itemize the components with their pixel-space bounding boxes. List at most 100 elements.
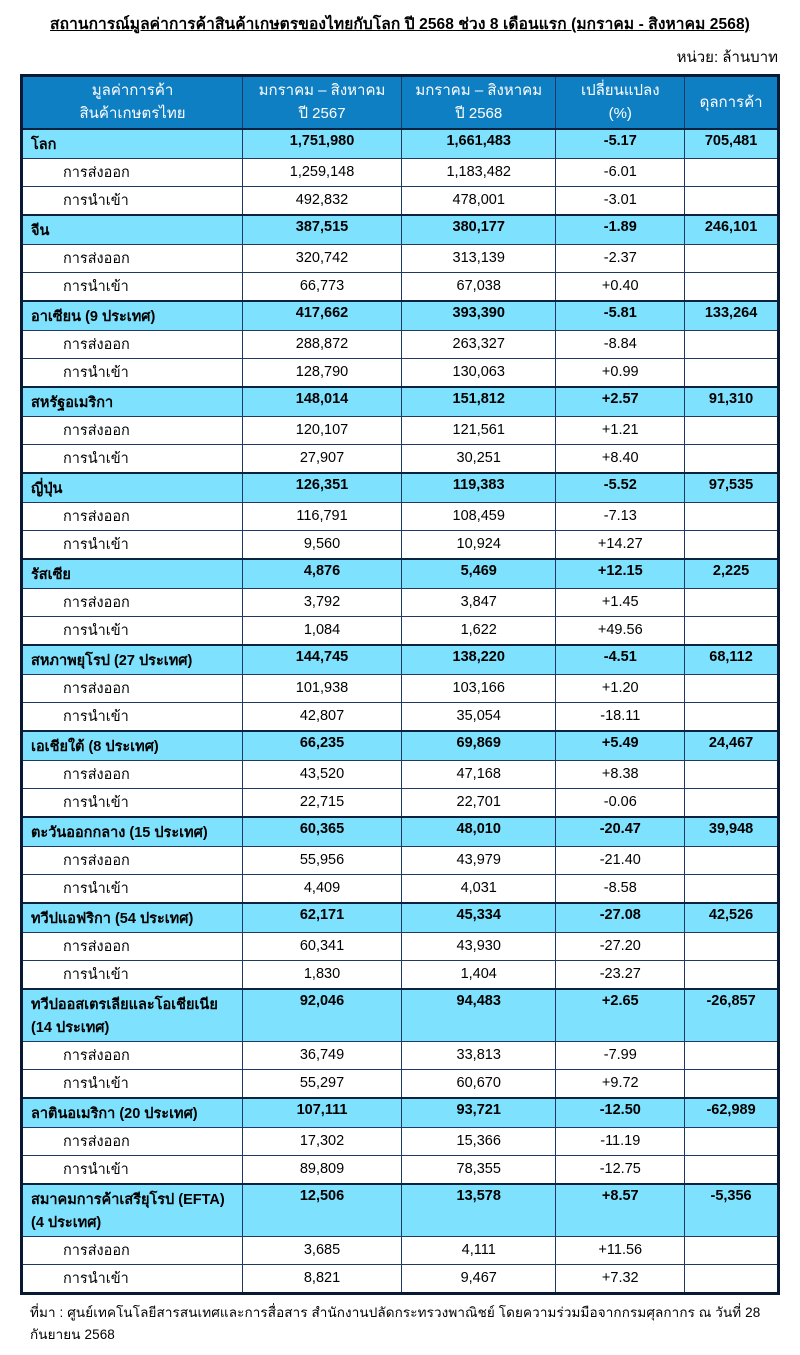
country-group-row: โลก 1,751,980 1,661,483 -5.17 705,481 (20, 127, 779, 159)
header-line: มูลค่าการค้า (91, 82, 174, 99)
import-row: การนำเข้า 1,830 1,404 -23.27 (20, 959, 779, 989)
change-percent: +0.99 (555, 357, 686, 387)
value-2567: 89,809 (242, 1154, 402, 1184)
group-name: สหภาพยุโรป (27 ประเทศ) (31, 652, 193, 669)
value-2568: 151,812 (400, 385, 557, 417)
value-2568: 4,031 (400, 873, 557, 903)
import-label: การนำเข้า (20, 1263, 244, 1294)
trade-balance-empty (684, 185, 779, 215)
trade-balance-empty (684, 587, 779, 617)
value-2567: 128,790 (242, 357, 402, 387)
trade-balance: 39,948 (684, 815, 779, 847)
export-label: การส่งออก (20, 673, 244, 703)
table-body: โลก 1,751,980 1,661,483 -5.17 705,481 การส่งอ… (20, 127, 779, 1294)
import-label: การนำเข้า (20, 701, 244, 731)
import-label: การนำเข้า (20, 787, 244, 817)
group-name-cell: จีน (20, 213, 244, 245)
value-2568: 103,166 (400, 673, 557, 703)
import-label: การนำเข้า (20, 959, 244, 989)
change-percent: +9.72 (555, 1068, 686, 1098)
header-change-percent: เปลี่ยนแปลง (%) (555, 75, 686, 129)
group-name: จีน (31, 222, 50, 239)
value-2567: 492,832 (242, 185, 402, 215)
trade-balance-empty (684, 673, 779, 703)
trade-balance-empty (684, 1068, 779, 1098)
value-2568: 10,924 (400, 529, 557, 559)
value-2568: 313,139 (400, 243, 557, 273)
change-percent: +8.38 (555, 759, 686, 789)
trade-balance-empty (684, 329, 779, 359)
trade-balance: -5,356 (684, 1182, 779, 1237)
country-group-row: เอเชียใต้ (8 ประเทศ) 66,235 69,869 +5.49 24,… (20, 729, 779, 761)
import-row: การนำเข้า 8,821 9,467 +7.32 (20, 1263, 779, 1294)
trade-balance-empty (684, 931, 779, 961)
group-name-cell: ตะวันออกกลาง (15 ประเทศ) (20, 815, 244, 847)
group-name: ลาตินอเมริกา (20 ประเทศ) (31, 1105, 198, 1122)
import-row: การนำเข้า 128,790 130,063 +0.99 (20, 357, 779, 387)
value-2567: 8,821 (242, 1263, 402, 1294)
import-row: การนำเข้า 27,907 30,251 +8.40 (20, 443, 779, 473)
header-line: ดุลการค้า (699, 93, 763, 111)
change-percent: +0.40 (555, 271, 686, 301)
trade-balance: 68,112 (684, 643, 779, 675)
change-percent: -3.01 (555, 185, 686, 215)
import-label: การนำเข้า (20, 443, 244, 473)
value-2568: 130,063 (400, 357, 557, 387)
import-label: การนำเข้า (20, 1068, 244, 1098)
change-percent: -11.19 (555, 1126, 686, 1156)
value-2568: 69,869 (400, 729, 557, 761)
export-label: การส่งออก (20, 587, 244, 617)
export-row: การส่งออก 320,742 313,139 -2.37 (20, 243, 779, 273)
value-2567: 55,956 (242, 845, 402, 875)
trade-table: มูลค่าการค้า สินค้าเกษตรไทย มกราคม – สิง… (20, 74, 780, 1295)
change-percent: -8.84 (555, 329, 686, 359)
value-2567: 1,084 (242, 615, 402, 645)
group-name-line2: (14 ประเทศ) (31, 1019, 110, 1036)
value-2567: 42,807 (242, 701, 402, 731)
change-percent: -27.08 (555, 901, 686, 933)
value-2567: 148,014 (242, 385, 402, 417)
export-label: การส่งออก (20, 501, 244, 531)
value-2567: 27,907 (242, 443, 402, 473)
export-row: การส่งออก 3,792 3,847 +1.45 (20, 587, 779, 617)
value-2568: 4,111 (400, 1235, 557, 1265)
value-2567: 3,685 (242, 1235, 402, 1265)
trade-balance: 2,225 (684, 557, 779, 589)
value-2568: 121,561 (400, 415, 557, 445)
group-name-cell: เอเชียใต้ (8 ประเทศ) (20, 729, 244, 761)
country-group-row: ญี่ปุ่น 126,351 119,383 -5.52 97,535 (20, 471, 779, 503)
header-line: มกราคม – สิงหาคม (415, 82, 543, 99)
change-percent: +12.15 (555, 557, 686, 589)
value-2568: 67,038 (400, 271, 557, 301)
trade-balance-empty (684, 1154, 779, 1184)
value-2568: 48,010 (400, 815, 557, 847)
trade-balance-empty (684, 1126, 779, 1156)
value-2568: 1,622 (400, 615, 557, 645)
change-percent: +1.21 (555, 415, 686, 445)
value-2567: 116,791 (242, 501, 402, 531)
trade-balance: -62,989 (684, 1096, 779, 1128)
value-2567: 66,235 (242, 729, 402, 761)
value-2568: 35,054 (400, 701, 557, 731)
country-group-row: ลาตินอเมริกา (20 ประเทศ) 107,111 93,721 -12… (20, 1096, 779, 1128)
export-row: การส่งออก 1,259,148 1,183,482 -6.01 (20, 157, 779, 187)
value-2568: 13,578 (400, 1182, 557, 1237)
export-label: การส่งออก (20, 1126, 244, 1156)
trade-balance: 42,526 (684, 901, 779, 933)
trade-balance-empty (684, 873, 779, 903)
export-label: การส่งออก (20, 243, 244, 273)
value-2567: 62,171 (242, 901, 402, 933)
value-2567: 144,745 (242, 643, 402, 675)
country-group-row: ตะวันออกกลาง (15 ประเทศ) 60,365 48,010 -20.… (20, 815, 779, 847)
group-name-cell: ญี่ปุ่น (20, 471, 244, 503)
export-row: การส่งออก 17,302 15,366 -11.19 (20, 1126, 779, 1156)
value-2568: 45,334 (400, 901, 557, 933)
value-2567: 126,351 (242, 471, 402, 503)
value-2568: 47,168 (400, 759, 557, 789)
import-label: การนำเข้า (20, 271, 244, 301)
trade-balance-empty (684, 1040, 779, 1070)
value-2567: 3,792 (242, 587, 402, 617)
header-line: (%) (608, 105, 632, 123)
country-group-row: ทวีปออสเตรเลียและโอเชียเนีย (14 ประเทศ) 92… (20, 987, 779, 1042)
value-2568: 15,366 (400, 1126, 557, 1156)
